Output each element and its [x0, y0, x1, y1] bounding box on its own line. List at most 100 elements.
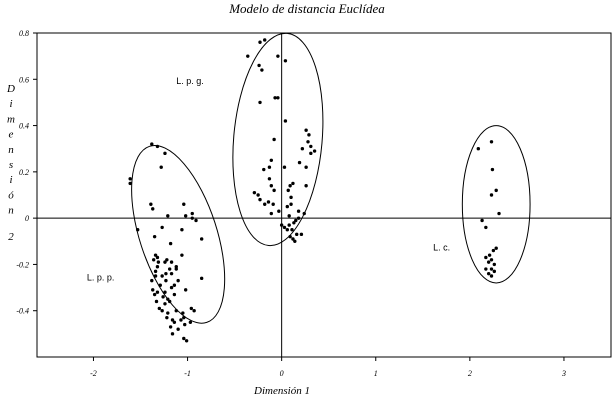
data-point: [184, 339, 189, 343]
data-point: [309, 144, 313, 149]
data-point: [277, 209, 281, 213]
y-axis-label-char: s: [9, 159, 13, 171]
data-point: [152, 234, 157, 239]
data-point: [489, 267, 494, 271]
data-point: [179, 318, 183, 322]
data-point: [190, 216, 194, 220]
data-point: [176, 327, 180, 331]
x-tick-label: -1: [184, 369, 191, 378]
x-tick-label: 3: [561, 369, 566, 378]
data-point: [155, 265, 160, 269]
data-point: [155, 290, 160, 294]
y-tick-label: 0: [25, 214, 29, 223]
data-point: [174, 267, 178, 271]
data-point: [157, 306, 162, 311]
data-point: [271, 202, 275, 206]
data-point: [160, 274, 164, 278]
data-point: [484, 255, 488, 260]
data-point: [256, 193, 260, 197]
data-point: [297, 160, 302, 165]
data-point: [289, 195, 293, 200]
data-point: [170, 332, 175, 336]
data-point: [497, 211, 501, 216]
group-ellipse: [461, 125, 531, 284]
data-point: [166, 214, 170, 218]
data-point: [154, 299, 159, 304]
data-point: [160, 309, 164, 313]
data-point: [180, 253, 184, 257]
group-2: L. c.: [433, 125, 531, 284]
data-point: [183, 214, 188, 218]
data-point: [183, 288, 188, 292]
data-point: [276, 54, 280, 58]
data-point: [172, 292, 177, 297]
x-tick-label: -2: [90, 369, 97, 378]
y-tick-label: -0.4: [16, 307, 29, 316]
data-point: [304, 165, 308, 169]
data-point: [295, 232, 299, 237]
y-tick-label: 0.8: [19, 29, 29, 38]
data-point: [489, 258, 494, 262]
groups: L. p. g. L. p. p. L. c.: [87, 32, 531, 343]
data-point: [296, 216, 301, 220]
data-point: [166, 297, 170, 301]
data-point: [494, 188, 498, 193]
x-axis-label: Dimensión 1: [253, 385, 310, 397]
data-point: [494, 246, 498, 250]
data-point: [153, 269, 158, 274]
data-point: [276, 96, 280, 100]
group-ellipse: [232, 32, 324, 247]
data-point: [169, 285, 174, 290]
data-point: [486, 260, 491, 264]
data-point: [158, 283, 162, 287]
data-point: [150, 142, 154, 146]
data-point: [164, 271, 168, 276]
data-point: [164, 278, 168, 283]
data-point: [296, 209, 301, 213]
data-point: [484, 267, 488, 271]
data-point: [252, 190, 257, 195]
data-point: [283, 59, 288, 63]
data-point: [282, 165, 287, 169]
data-point: [165, 258, 169, 262]
plot-frame: [36, 32, 612, 358]
data-point: [189, 306, 194, 311]
data-point: [257, 63, 261, 68]
data-point: [490, 167, 495, 172]
data-point: [258, 100, 262, 105]
data-point: [183, 322, 187, 327]
data-point: [269, 211, 274, 216]
data-point: [272, 137, 276, 142]
data-point: [163, 290, 167, 294]
y-axis-label-char: n: [8, 205, 14, 217]
data-point: [199, 237, 204, 241]
data-point: [476, 147, 481, 151]
data-point: [128, 177, 132, 181]
data-point: [489, 140, 494, 144]
data-point: [128, 181, 132, 186]
data-point: [304, 128, 308, 132]
data-point: [286, 188, 290, 193]
data-point: [176, 278, 180, 283]
data-point: [293, 239, 297, 243]
data-point: [285, 204, 290, 209]
data-point: [182, 336, 186, 341]
y-axis-label-char: e: [9, 129, 14, 141]
data-point: [150, 278, 154, 283]
ticks: -2 -1 0 1 2 3 0.8 0.6 0.4 0.2 0 -0.2 -0.4: [16, 29, 566, 378]
y-tick-label: 0.2: [19, 168, 29, 177]
data-point: [151, 258, 156, 262]
y-axis-label-char: D: [6, 83, 15, 95]
data-point: [182, 202, 186, 206]
data-point: [260, 68, 264, 72]
data-point: [292, 221, 296, 225]
data-point: [262, 167, 266, 172]
x-tick-label: 1: [374, 369, 378, 378]
data-point: [486, 271, 491, 276]
data-point: [246, 54, 250, 58]
data-point: [160, 225, 164, 230]
data-point: [163, 151, 167, 156]
data-point: [487, 253, 492, 257]
data-point: [258, 40, 262, 44]
